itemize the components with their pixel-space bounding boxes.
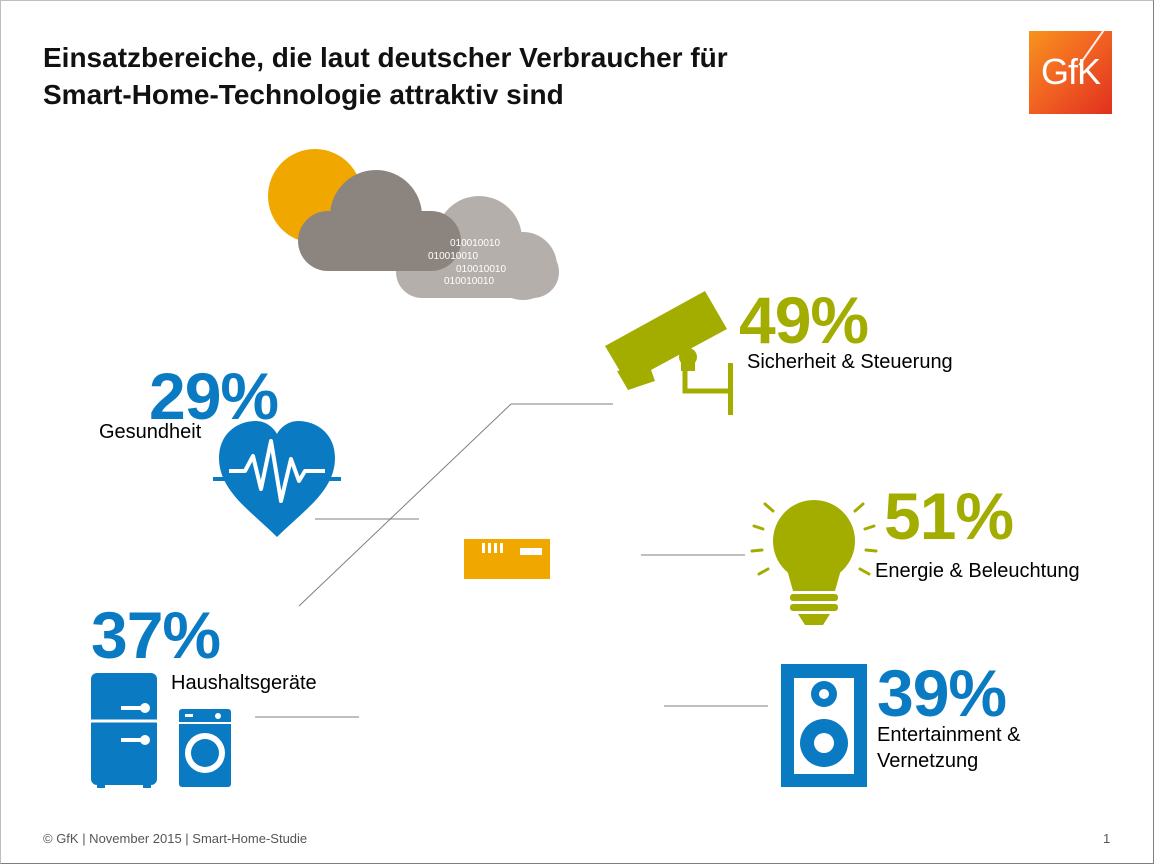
house-icon — [464, 539, 550, 579]
washing-machine-icon — [179, 709, 231, 787]
binary-text-4: 010010010 — [444, 276, 494, 287]
value-haushalt: 37% — [91, 598, 221, 672]
label-gesundheit: Gesundheit — [99, 419, 201, 445]
gfk-logo: GfK — [1029, 31, 1112, 114]
label-energie: Energie & Beleuchtung — [875, 558, 1080, 584]
value-energie: 51% — [884, 479, 1014, 553]
binary-text-3: 010010010 — [456, 264, 506, 275]
speaker-icon — [781, 664, 867, 787]
label-sicherheit: Sicherheit & Steuerung — [747, 349, 953, 375]
security-camera-icon — [605, 291, 733, 415]
label-entertainment-line-1: Entertainment & — [877, 724, 1021, 746]
page-title: Einsatzbereiche, die laut deutscher Verb… — [43, 39, 728, 113]
binary-text-2: 010010010 — [428, 251, 478, 262]
light-bulb-icon — [750, 500, 878, 625]
binary-text-1: 010010010 — [450, 238, 500, 249]
value-entertainment: 39% — [877, 656, 1007, 730]
label-entertainment-line-2: Vernetzung — [877, 750, 979, 772]
heart-pulse-icon — [213, 421, 341, 537]
label-haushalt-line-1: Haushaltsgeräte — [171, 672, 317, 694]
label-entertainment: Entertainment & Vernetzung — [877, 722, 1020, 774]
page-number: 1 — [1103, 831, 1111, 846]
label-sicherheit-line-1: Sicherheit & Steuerung — [747, 351, 953, 373]
label-gesundheit-line-1: Gesundheit — [99, 421, 202, 443]
footer-copyright: © GfK | November 2015 | Smart-Home-Studi… — [43, 831, 308, 846]
label-energie-line-1: Energie & Beleuchtung — [875, 560, 1080, 582]
fridge-icon — [91, 673, 157, 788]
cloud-icon: 010010010 010010010 010010010 010010010 — [298, 170, 559, 300]
title-line-1: Einsatzbereiche, die laut deutscher Verb… — [43, 42, 728, 73]
logo-text: GfK — [1040, 51, 1101, 92]
title-line-2: Smart-Home-Technologie attraktiv sind — [43, 79, 564, 110]
value-gesundheit: 29% — [149, 359, 279, 433]
value-sicherheit: 49% — [739, 283, 869, 357]
label-haushalt: Haushaltsgeräte — [171, 670, 317, 696]
connector-diagonal — [298, 403, 512, 607]
